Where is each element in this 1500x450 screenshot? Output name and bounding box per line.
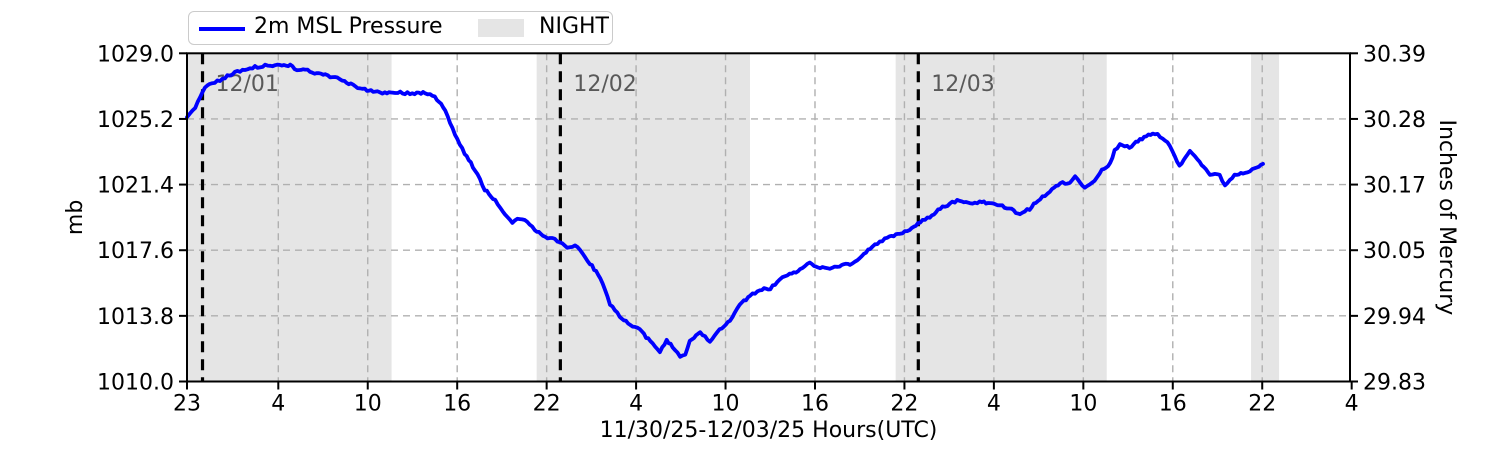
- legend-night-swatch-icon: [478, 19, 524, 37]
- ytick-right-label: 30.17: [1363, 174, 1426, 199]
- legend-pressure-label: 2m MSL Pressure: [254, 14, 443, 39]
- xtick-label: 10: [712, 392, 740, 417]
- legend-line-swatch-icon: [199, 27, 245, 31]
- xtick-label: 4: [987, 392, 1001, 417]
- night-bands: [187, 53, 1280, 382]
- ytick-left-label: 1017.6: [97, 239, 174, 264]
- xtick-label: 16: [801, 392, 829, 417]
- ytick-left-label: 1010.0: [97, 371, 174, 396]
- ylabel-left: mb: [63, 200, 88, 235]
- axis-titles: mb Inches of Mercury 11/30/25-12/03/25 Hou…: [63, 119, 1459, 443]
- xtick-label: 4: [271, 392, 285, 417]
- ytick-right-label: 30.28: [1363, 108, 1426, 133]
- ytick-left-label: 1013.8: [97, 305, 174, 330]
- xtick-label: 22: [890, 392, 918, 417]
- ytick-left-label: 1025.2: [97, 108, 174, 133]
- xtick-label: 23: [173, 392, 201, 417]
- xtick-label: 22: [533, 392, 561, 417]
- tick-labels: 1029.0 30.39 1025.2 30.28 1021.4 30.17 1017.6 3…: [97, 42, 1426, 416]
- legend: 2m MSL Pressure NIGHT: [188, 11, 613, 45]
- ytick-right-label: 30.05: [1363, 239, 1426, 264]
- xtick-label: 4: [1345, 392, 1359, 417]
- ylabel-right: Inches of Mercury: [1434, 119, 1459, 315]
- xtick-label: 4: [629, 392, 643, 417]
- xtick-label: 16: [1159, 392, 1187, 417]
- date-label: 12/03: [931, 72, 994, 97]
- date-lines: 12/01 12/02 12/03: [200, 53, 995, 382]
- ytick-left-label: 1021.4: [97, 174, 174, 199]
- date-label: 12/02: [573, 72, 636, 97]
- xtick-label: 16: [443, 392, 471, 417]
- ytick-right-label: 29.83: [1363, 371, 1426, 396]
- axes: [186, 52, 1351, 383]
- xtick-label: 10: [1069, 392, 1097, 417]
- pressure-line: [185, 62, 1265, 359]
- xtick-label: 10: [354, 392, 382, 417]
- xlabel: 11/30/25-12/03/25 Hours(UTC): [600, 418, 938, 443]
- ytick-right-label: 30.39: [1363, 42, 1426, 67]
- ytick-left-label: 1029.0: [97, 42, 174, 67]
- legend-night-label: NIGHT: [539, 14, 609, 39]
- ytick-right-label: 29.94: [1363, 305, 1426, 330]
- xtick-label: 22: [1248, 392, 1276, 417]
